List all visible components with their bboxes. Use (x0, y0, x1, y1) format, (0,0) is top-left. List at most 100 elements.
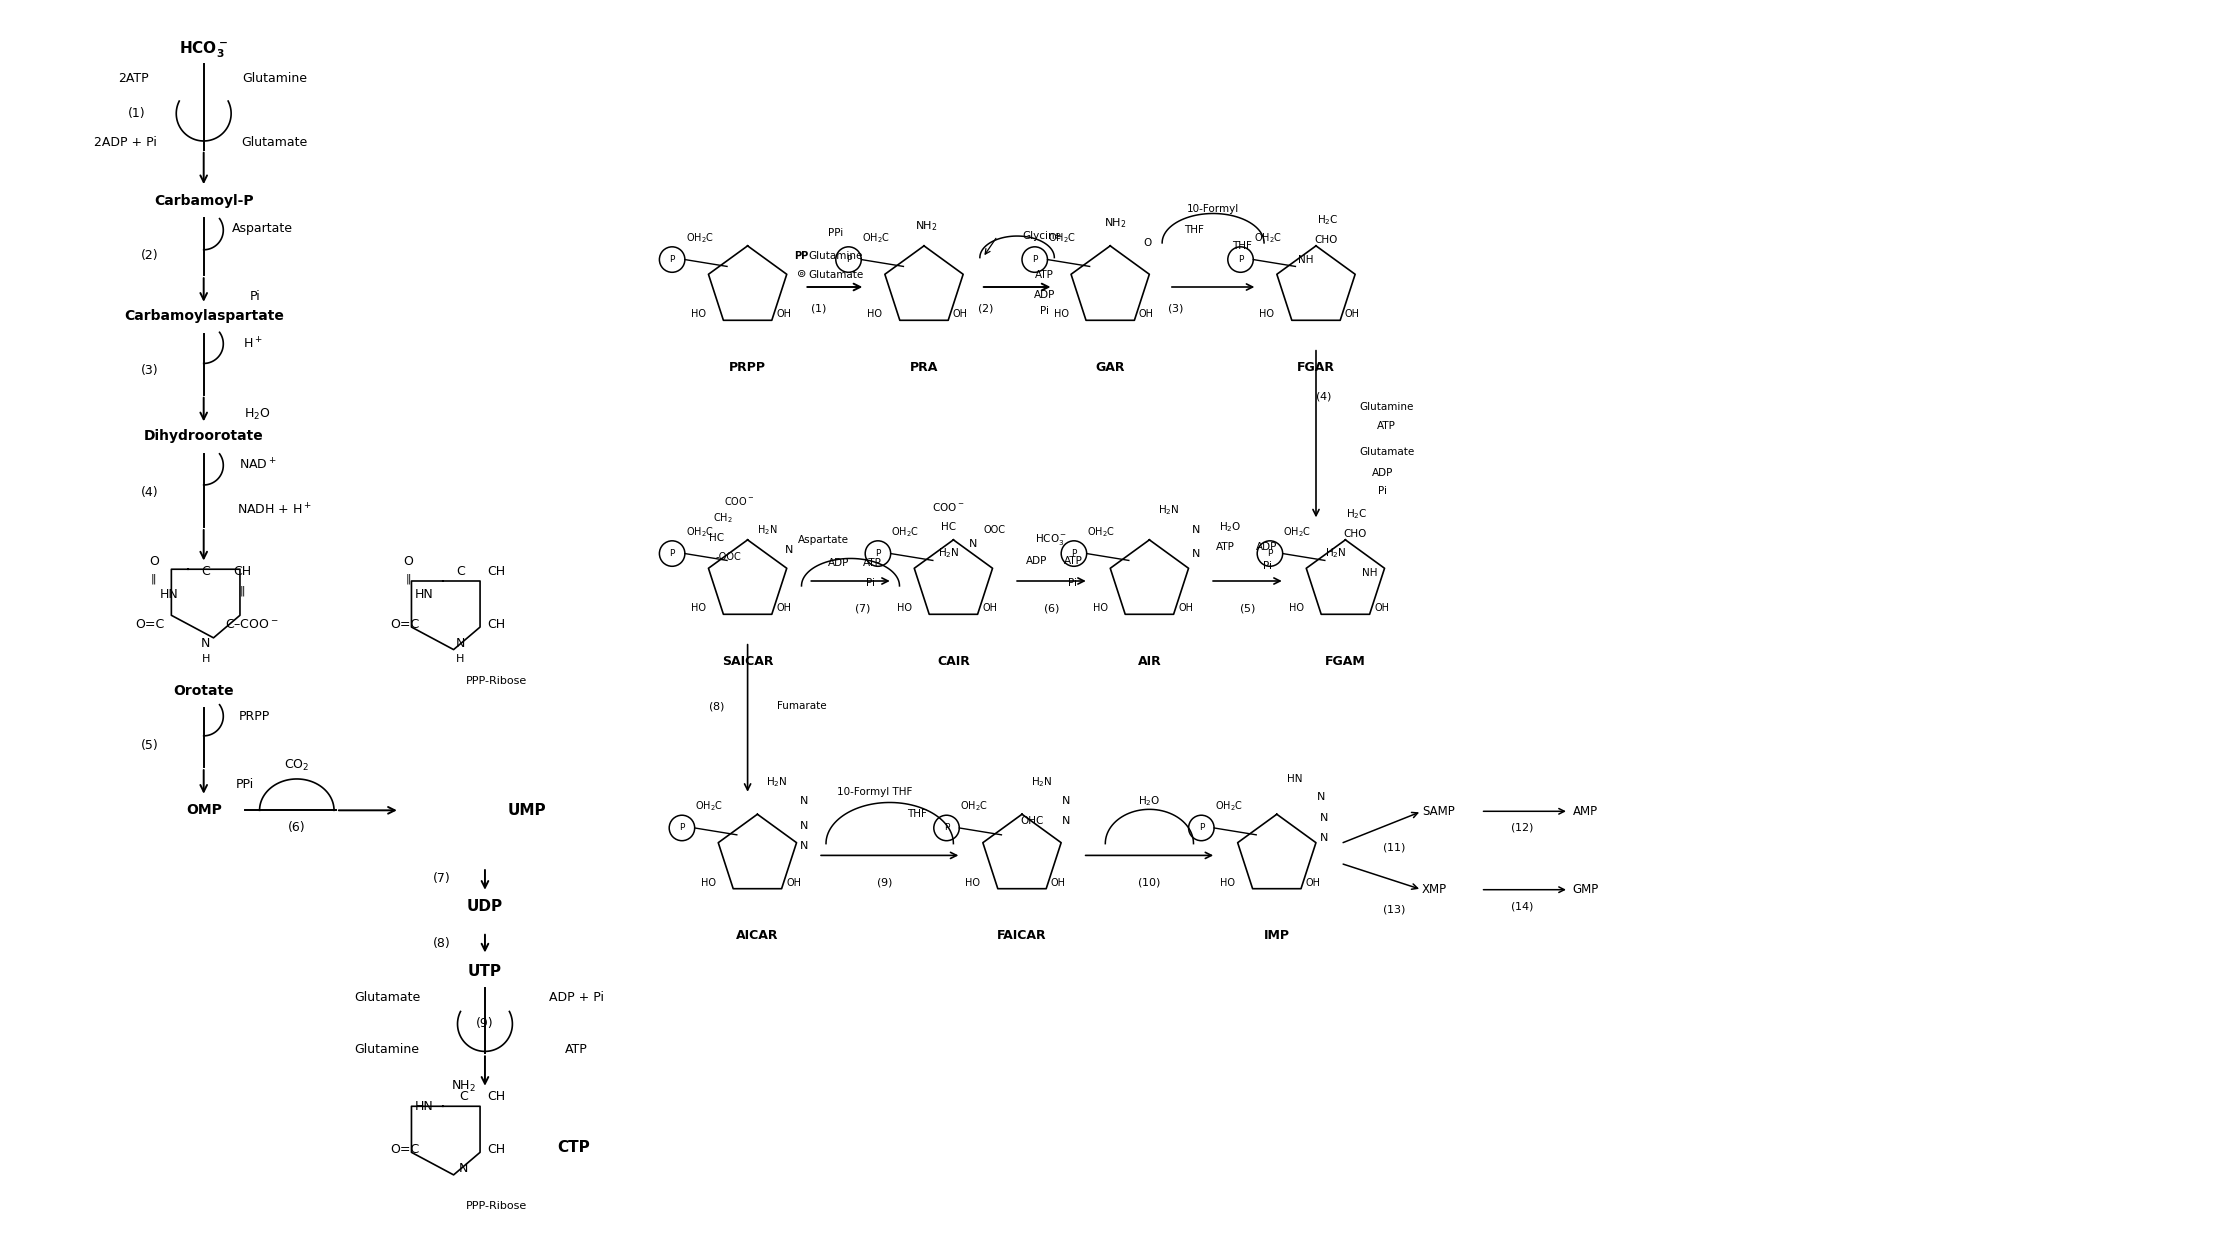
Text: PPP-Ribose: PPP-Ribose (466, 1201, 526, 1211)
Text: C: C (202, 564, 211, 577)
Text: Glutamate: Glutamate (354, 992, 421, 1004)
Text: SAMP: SAMP (1422, 805, 1454, 818)
Text: AIR: AIR (1138, 655, 1160, 668)
Text: H$^+$: H$^+$ (242, 336, 262, 352)
Text: Dihydroorotate: Dihydroorotate (143, 428, 264, 444)
Text: (8): (8) (432, 937, 450, 950)
Text: OHC: OHC (1019, 816, 1044, 827)
Text: ADP: ADP (1026, 557, 1048, 567)
Text: 2ATP: 2ATP (119, 72, 148, 84)
Text: N: N (1062, 796, 1071, 806)
Text: NADH + H$^+$: NADH + H$^+$ (237, 503, 311, 518)
Text: Glutamate: Glutamate (809, 270, 862, 280)
Text: P: P (679, 824, 685, 833)
Text: CH: CH (488, 617, 506, 630)
Text: HO: HO (692, 310, 706, 320)
Text: NAD$^+$: NAD$^+$ (240, 457, 276, 472)
Text: CTP: CTP (558, 1140, 589, 1155)
Text: OH: OH (1373, 604, 1389, 614)
Text: Pi: Pi (1068, 578, 1077, 588)
Text: ADP: ADP (1257, 542, 1277, 552)
Text: (7): (7) (432, 872, 450, 886)
Text: Glutamine: Glutamine (809, 251, 862, 261)
Text: Orotate: Orotate (172, 684, 233, 698)
Text: $(2)$: $(2)$ (977, 302, 995, 315)
Text: ADP: ADP (1371, 469, 1393, 479)
Text: NH$_2$: NH$_2$ (914, 219, 936, 233)
Text: OH: OH (981, 604, 997, 614)
Text: PPi: PPi (235, 779, 253, 791)
Text: P: P (1268, 549, 1272, 558)
Text: CH: CH (233, 564, 251, 577)
Text: OH: OH (1051, 878, 1066, 888)
Text: H$_2$N: H$_2$N (939, 547, 959, 561)
Text: THF: THF (907, 809, 927, 819)
Text: $\it{(11)}$: $\it{(11)}$ (1382, 842, 1407, 854)
Text: OH: OH (786, 878, 802, 888)
Text: HO: HO (701, 878, 717, 888)
Text: 2ADP + Pi: 2ADP + Pi (94, 136, 157, 150)
Text: OH$_2$C: OH$_2$C (694, 800, 724, 813)
Text: P: P (1071, 549, 1077, 558)
Text: H$_2$N: H$_2$N (1030, 775, 1053, 789)
Text: P: P (670, 255, 674, 265)
Text: FGAM: FGAM (1326, 655, 1366, 668)
Text: N: N (459, 1163, 468, 1176)
Text: P: P (670, 549, 674, 558)
Text: HCO$_3^-$: HCO$_3^-$ (1035, 532, 1068, 547)
Text: C: C (457, 564, 466, 577)
Text: AICAR: AICAR (737, 930, 780, 942)
Text: ADP + Pi: ADP + Pi (549, 992, 603, 1004)
Text: -OOC: -OOC (715, 552, 741, 562)
Text: Glutamate: Glutamate (242, 136, 307, 150)
Text: HC: HC (941, 522, 956, 532)
Text: N: N (1192, 525, 1201, 536)
Text: UDP: UDP (466, 898, 504, 914)
Text: OH: OH (777, 310, 791, 320)
Text: CAIR: CAIR (936, 655, 970, 668)
Text: (4): (4) (141, 486, 159, 499)
Text: HN: HN (414, 588, 435, 601)
Text: $\it{(13)}$: $\it{(13)}$ (1382, 903, 1407, 916)
Text: (9): (9) (477, 1018, 493, 1031)
Text: OOC: OOC (983, 525, 1006, 536)
Text: PPP-Ribose: PPP-Ribose (466, 675, 526, 685)
Text: O: O (1142, 238, 1151, 248)
Text: ADP: ADP (829, 558, 849, 568)
Text: COO$^-$: COO$^-$ (932, 501, 965, 514)
Text: H$_2$N: H$_2$N (757, 523, 777, 537)
Text: HO: HO (1288, 604, 1304, 614)
Text: HO: HO (1259, 310, 1275, 320)
Text: OH$_2$C: OH$_2$C (961, 800, 988, 813)
Text: UTP: UTP (468, 964, 502, 979)
Text: OH: OH (1138, 310, 1154, 320)
Text: HO: HO (896, 604, 912, 614)
Text: C–COO$^-$: C–COO$^-$ (224, 617, 278, 630)
Text: Glutamine: Glutamine (1360, 402, 1413, 412)
Text: ATP: ATP (564, 1043, 587, 1056)
Text: CHO: CHO (1344, 529, 1366, 539)
Text: SAICAR: SAICAR (721, 655, 773, 668)
Text: $(5)$: $(5)$ (1239, 602, 1257, 615)
Text: N: N (202, 638, 211, 650)
Text: GAR: GAR (1095, 360, 1124, 374)
Text: HO: HO (1093, 604, 1109, 614)
Text: HC: HC (708, 533, 724, 543)
Text: OH$_2$C: OH$_2$C (685, 525, 715, 539)
Text: OH$_2$C: OH$_2$C (892, 525, 918, 539)
Text: ‖: ‖ (405, 573, 412, 585)
Text: Glycine: Glycine (1021, 231, 1062, 241)
Text: N: N (1319, 833, 1328, 843)
Text: COO$^-$: COO$^-$ (724, 495, 755, 507)
Text: OH: OH (1344, 310, 1360, 320)
Text: $(9)$: $(9)$ (876, 877, 894, 890)
Text: CHO: CHO (1315, 234, 1337, 244)
Text: O: O (148, 554, 159, 568)
Text: XMP: XMP (1422, 883, 1447, 896)
Text: PRPP: PRPP (240, 709, 271, 723)
Text: H$_2$N: H$_2$N (1158, 504, 1180, 518)
Text: OH$_2$C: OH$_2$C (1086, 525, 1116, 539)
Text: Carbamoyl-P: Carbamoyl-P (155, 194, 253, 208)
Text: N: N (800, 840, 809, 851)
Text: N: N (1192, 548, 1201, 558)
